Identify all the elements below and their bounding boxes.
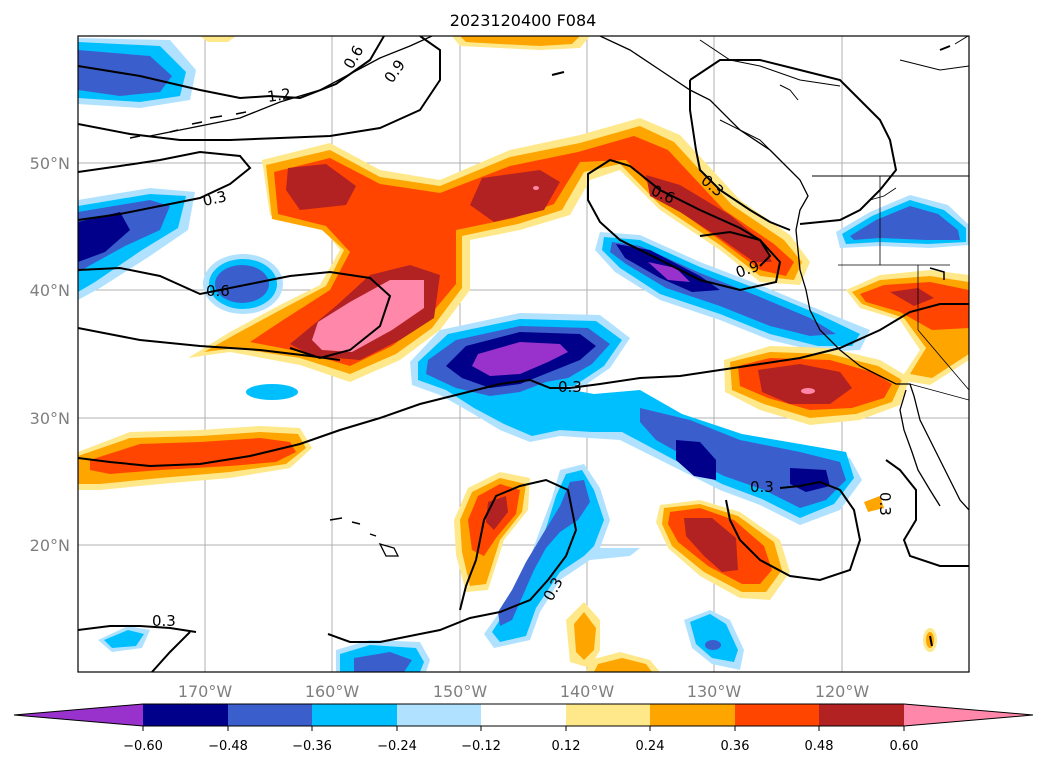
colorbar: −0.60 −0.48 −0.36 −0.24 −0.12 0.12 0.24 …: [13, 703, 1034, 754]
map-area: 1.2 0.9 0.6 0.3 0.3 0.6 0.6 0.3 0.9 0.3 …: [78, 36, 969, 672]
colorbar-tick-label: −0.24: [377, 739, 417, 754]
positive-anomaly-12n-140w: [566, 602, 660, 672]
lon-label: 120°W: [815, 682, 870, 701]
colorbar-extend-left: [14, 704, 143, 726]
colorbar-tick-label: 0.36: [721, 739, 750, 754]
negative-anomaly-11n-155w: [336, 640, 430, 672]
colorbar-segment: [228, 704, 312, 726]
negative-anomaly-central-band: [410, 232, 870, 525]
negative-anomaly-sw-corner: [98, 626, 150, 652]
negative-anomaly-west-45n: [78, 188, 195, 300]
positive-anomaly-top-center: [200, 36, 590, 50]
positive-anomaly-20n-130w: [656, 500, 790, 600]
contour-label: 0.6: [206, 282, 230, 300]
colorbar-ticks: [142, 726, 905, 731]
colorbar-tick-label: 0.48: [805, 739, 834, 754]
longitude-labels: 170°W 160°W 150°W 140°W 130°W 120°W: [178, 682, 870, 701]
latitude-labels: 50°N 40°N 30°N 20°N: [30, 154, 70, 555]
colorbar-segment: [819, 704, 904, 726]
coastlines: [129, 36, 969, 647]
shaded-anomalies: [78, 36, 969, 672]
negative-anomaly-168w-40n: [203, 254, 283, 314]
positive-anomaly-east-40n: [846, 270, 969, 385]
colorbar-segment: [735, 704, 819, 726]
contour-label: 0.3: [876, 492, 894, 516]
colorbar-segment: [566, 704, 650, 726]
colorbar-tick-label: 0.24: [636, 739, 665, 754]
lat-label: 30°N: [30, 409, 70, 428]
lon-label: 160°W: [305, 682, 360, 701]
contour-label: 0.3: [201, 187, 228, 210]
lat-label: 20°N: [30, 536, 70, 555]
colorbar-tick-label: 0.12: [552, 739, 581, 754]
colorbar-tick-label: 0.60: [890, 739, 919, 754]
contour-label: 0.3: [152, 612, 176, 630]
contour-label: 1.2: [266, 85, 292, 106]
colorbar-tick-label: −0.60: [123, 739, 163, 754]
negative-anomaly-12n-130w: [684, 610, 744, 670]
colorbar-tick-label: −0.48: [208, 739, 248, 754]
lon-label: 150°W: [433, 682, 488, 701]
colorbar-extend-right: [904, 704, 1033, 726]
map-title: 2023120400 F084: [450, 11, 597, 30]
contour-lines: [78, 36, 969, 672]
positive-anomaly-socal-offshore: [724, 346, 910, 425]
lon-label: 140°W: [560, 682, 615, 701]
colorbar-segment: [143, 704, 228, 726]
lat-label: 50°N: [30, 154, 70, 173]
colorbar-tick-label: −0.36: [292, 739, 332, 754]
lon-label: 130°W: [687, 682, 742, 701]
map-frame: [77, 35, 970, 673]
colorbar-segment: [397, 704, 481, 726]
contour-label: 0.3: [750, 478, 774, 496]
lat-label: 40°N: [30, 281, 70, 300]
negative-anomaly-ne-coast: [836, 195, 969, 248]
colorbar-segment: [312, 704, 397, 726]
contour-label: 0.3: [558, 378, 582, 396]
colorbar-segment: [650, 704, 735, 726]
colorbar-segment: [481, 704, 566, 726]
negative-anomaly-tiny-32n: [246, 384, 298, 400]
lon-label: 170°W: [178, 682, 233, 701]
colorbar-tick-label: −0.12: [461, 739, 501, 754]
